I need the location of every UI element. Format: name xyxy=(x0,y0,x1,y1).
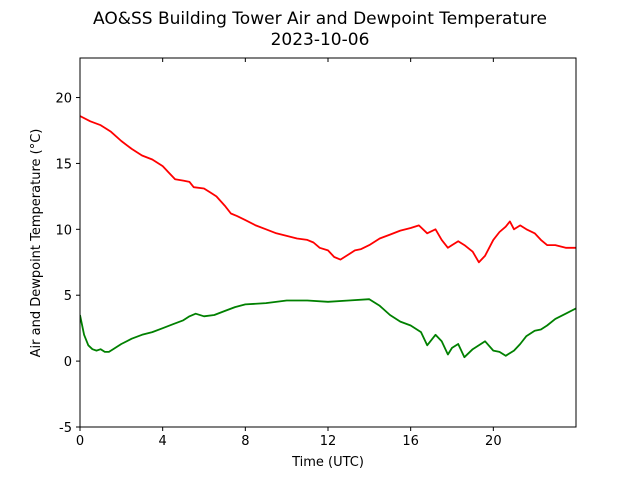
y-tick-label: 5 xyxy=(64,289,72,304)
chart-title: AO&SS Building Tower Air and Dewpoint Te… xyxy=(93,9,547,29)
y-tick-label: 20 xyxy=(55,92,72,107)
y-axis-label: Air and Dewpoint Temperature (°C) xyxy=(29,129,44,358)
x-tick-label: 4 xyxy=(159,434,167,449)
x-tick-label: 20 xyxy=(485,434,502,449)
series-line-1 xyxy=(80,115,576,264)
x-tick-label: 12 xyxy=(320,434,337,449)
plot-area: 0 4 8 12 16 20 -5 0 5 10 15 20 xyxy=(55,57,577,449)
x-tick-label: 8 xyxy=(241,434,249,449)
x-tick-label: 16 xyxy=(402,434,419,449)
series-line-2 xyxy=(80,298,576,359)
y-tick-label: 10 xyxy=(55,223,72,238)
y-tick-label: 0 xyxy=(64,355,72,370)
plot-frame xyxy=(79,57,577,428)
x-axis-label: Time (UTC) xyxy=(291,455,364,470)
y-tick-label: 15 xyxy=(55,157,72,172)
x-tick-label: 0 xyxy=(76,434,84,449)
chart-subtitle: 2023-10-06 xyxy=(271,30,370,50)
y-tick-label: -5 xyxy=(59,421,72,436)
